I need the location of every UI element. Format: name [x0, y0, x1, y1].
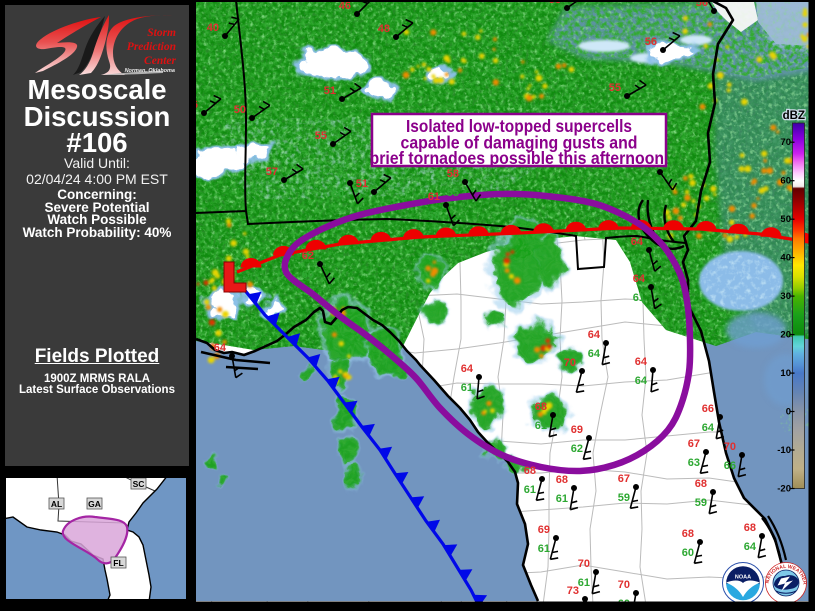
svg-text:59: 59	[618, 492, 630, 504]
svg-text:73: 73	[567, 585, 579, 597]
svg-text:64: 64	[635, 356, 648, 368]
svg-text:64: 64	[702, 422, 715, 434]
svg-text:68: 68	[535, 401, 547, 413]
svg-text:capable of damaging gusts and: capable of damaging gusts and	[401, 133, 638, 153]
svg-text:50: 50	[234, 104, 246, 116]
svg-text:67: 67	[618, 473, 630, 485]
svg-text:51: 51	[324, 85, 336, 97]
svg-text:61: 61	[578, 577, 590, 589]
svg-text:68: 68	[556, 474, 568, 486]
svg-text:60: 60	[631, 255, 643, 267]
svg-text:61: 61	[556, 493, 568, 505]
svg-text:61: 61	[633, 292, 645, 304]
svg-text:60: 60	[302, 269, 314, 281]
svg-text:61: 61	[461, 382, 473, 394]
svg-text:64: 64	[214, 342, 227, 354]
svg-text:68: 68	[682, 528, 694, 540]
svg-text:70: 70	[780, 137, 791, 148]
svg-text:61: 61	[538, 543, 550, 555]
svg-text:66: 66	[724, 460, 736, 472]
svg-text:68: 68	[744, 522, 756, 534]
svg-text:Prediction: Prediction	[127, 41, 176, 53]
svg-text:-20: -20	[777, 484, 791, 495]
svg-text:70: 70	[724, 441, 736, 453]
svg-text:58: 58	[447, 168, 459, 180]
svg-text:SC: SC	[133, 479, 145, 489]
svg-text:Norman, Oklahoma: Norman, Oklahoma	[125, 68, 175, 74]
svg-text:64: 64	[588, 329, 601, 341]
svg-text:70: 70	[618, 579, 630, 591]
svg-text:55: 55	[447, 187, 459, 199]
svg-text:30: 30	[780, 291, 791, 302]
svg-text:Isolated low-topped supercells: Isolated low-topped supercells	[406, 116, 632, 136]
svg-text:GA: GA	[88, 499, 101, 509]
svg-text:64: 64	[744, 541, 757, 553]
svg-text:53: 53	[549, 0, 561, 6]
svg-text:AL: AL	[51, 499, 62, 509]
svg-text:46: 46	[339, 0, 351, 12]
svg-text:brief tornadoes possible this: brief tornadoes possible this afternoon.	[370, 148, 669, 168]
svg-text:55: 55	[642, 177, 654, 189]
svg-text:68: 68	[524, 465, 536, 477]
svg-text:Center: Center	[144, 55, 176, 67]
svg-text:61: 61	[524, 484, 536, 496]
svg-text:69: 69	[538, 524, 550, 536]
svg-text:51: 51	[356, 178, 368, 190]
svg-text:NOAA: NOAA	[735, 575, 751, 581]
svg-text:55: 55	[609, 82, 621, 94]
svg-text:60: 60	[682, 547, 694, 559]
svg-text:64: 64	[633, 273, 646, 285]
svg-text:20: 20	[780, 330, 791, 341]
svg-text:62: 62	[571, 443, 583, 455]
svg-text:62: 62	[302, 250, 314, 262]
svg-text:40: 40	[207, 22, 219, 34]
svg-text:64: 64	[588, 348, 601, 360]
svg-text:60: 60	[332, 188, 344, 200]
svg-text:dBZ: dBZ	[783, 110, 805, 122]
svg-text:60: 60	[780, 176, 791, 187]
svg-text:55: 55	[315, 130, 327, 142]
svg-text:64: 64	[635, 375, 648, 387]
svg-text:64: 64	[461, 363, 474, 375]
svg-text:FL: FL	[113, 558, 123, 568]
svg-text:10: 10	[780, 368, 791, 379]
svg-text:50: 50	[780, 214, 791, 225]
svg-text:68: 68	[695, 478, 707, 490]
svg-text:46: 46	[196, 99, 198, 111]
svg-text:56: 56	[645, 36, 657, 48]
svg-text:61: 61	[535, 420, 547, 432]
svg-text:70: 70	[578, 558, 590, 570]
svg-text:61: 61	[428, 191, 440, 203]
svg-text:66: 66	[702, 403, 714, 415]
svg-text:48: 48	[378, 23, 390, 35]
svg-text:40: 40	[780, 253, 791, 264]
svg-text:59: 59	[695, 497, 707, 509]
svg-text:63: 63	[688, 457, 700, 469]
svg-text:Storm: Storm	[147, 27, 176, 39]
svg-text:64: 64	[631, 236, 644, 248]
svg-text:69: 69	[571, 424, 583, 436]
svg-text:-10: -10	[777, 445, 791, 456]
svg-text:67: 67	[688, 438, 700, 450]
svg-text:56: 56	[696, 0, 708, 9]
svg-text:57: 57	[266, 166, 278, 178]
svg-text:0: 0	[786, 407, 791, 418]
svg-text:70: 70	[564, 357, 576, 369]
svg-text:58: 58	[428, 210, 440, 222]
